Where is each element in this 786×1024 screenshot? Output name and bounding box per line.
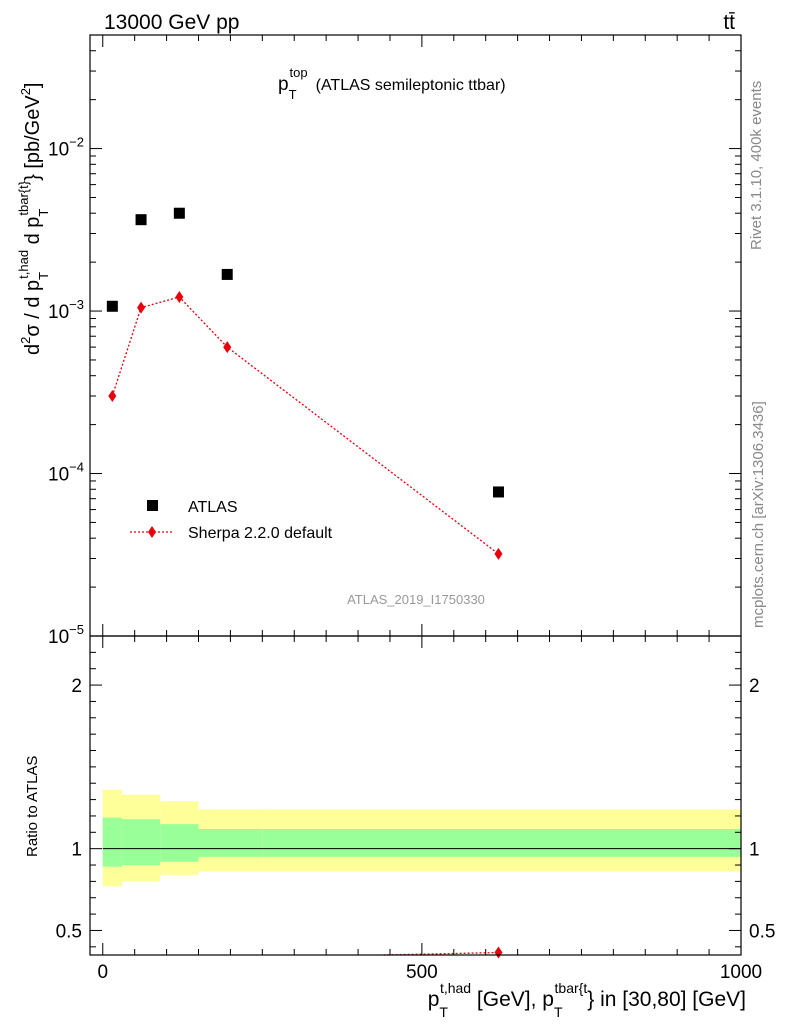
atlas-point	[135, 214, 147, 226]
legend-marker-sherpa	[148, 526, 156, 538]
y-tick-label: 10−4	[48, 460, 84, 486]
y-tick-label: 10−5	[48, 622, 84, 648]
y-tick-label: 10−3	[48, 297, 84, 323]
legend-label-atlas: ATLAS	[188, 499, 238, 516]
x-axis-label: pTt,had [GeV], pTtbar{t} in [30,80] [GeV…	[428, 980, 746, 1020]
atlas-point	[106, 300, 118, 312]
main-ticks: 10−2 10−3 10−4 10−5	[48, 34, 742, 648]
sherpa-ratio-line	[383, 951, 499, 956]
x-tick-label: 1000	[720, 962, 762, 983]
sherpa-line	[111, 296, 499, 555]
ratio-y-tick-label-left: 2	[71, 676, 82, 697]
y-axis-label: d2σ / d pTt,had d pTtbar{t}} [pb/GeV2]	[16, 83, 51, 356]
ratio-marks	[383, 946, 503, 959]
legend-marker-atlas	[147, 500, 158, 511]
rivet-version: Rivet 3.1.10, 400k events	[748, 81, 765, 250]
process-label: tt̄	[723, 11, 735, 34]
legend-label-sherpa: Sherpa 2.2.0 default	[188, 525, 333, 542]
sherpa-point	[175, 291, 184, 304]
uncertainty-band-stat	[198, 829, 263, 857]
ratio-y-tick-label-right: 0.5	[749, 921, 775, 942]
sherpa-point	[108, 390, 117, 403]
ratio-y-tick-label-left: 1	[71, 840, 82, 861]
main-frame	[89, 34, 742, 637]
uncertainty-band-stat	[102, 817, 122, 867]
energy-label: 13000 GeV pp	[104, 11, 239, 34]
x-tick-label: 0	[97, 962, 108, 983]
main-title: pTtop(ATLAS semileptonic ttbar)	[278, 65, 506, 102]
x-tick-label: 500	[406, 962, 438, 983]
mcplots-credit: mcplots.cern.ch [arXiv:1306.3436]	[750, 401, 767, 628]
ratio-panel: 0.5 0.5 1 1 2 2 0 500 1000 Ratio to ATLAS pTt,ha…	[24, 635, 775, 1020]
ratio-y-tick-label-right: 1	[749, 840, 760, 861]
y-tick-label: 10−2	[48, 135, 84, 161]
legend: ATLAS Sherpa 2.2.0 default	[130, 499, 333, 542]
ratio-y-tick-label-left: 0.5	[56, 921, 82, 942]
sherpa-point	[137, 301, 146, 314]
ratio-frame	[89, 635, 742, 956]
sherpa-ratio-point	[494, 946, 503, 959]
analysis-watermark: ATLAS_2019_I1750330	[347, 592, 485, 607]
ratio-y-axis-label: Ratio to ATLAS	[24, 756, 41, 857]
atlas-point	[492, 486, 504, 498]
main-marks	[106, 207, 504, 560]
uncertainty-band-stat	[121, 819, 161, 866]
ratio-ticks: 0.5 0.5 1 1 2 2 0 500 1000	[56, 636, 775, 983]
uncertainty-band-stat	[160, 824, 199, 862]
ratio-bands	[102, 789, 741, 887]
atlas-point	[221, 268, 233, 280]
atlas-point	[173, 207, 185, 219]
sherpa-point	[494, 547, 503, 560]
sherpa-point	[223, 341, 232, 354]
main-panel: 10−2 10−3 10−4 10−5 pTtop(ATLAS semileptoni…	[16, 34, 742, 648]
uncertainty-band-stat	[262, 829, 741, 857]
ratio-y-tick-label-right: 2	[749, 676, 760, 697]
